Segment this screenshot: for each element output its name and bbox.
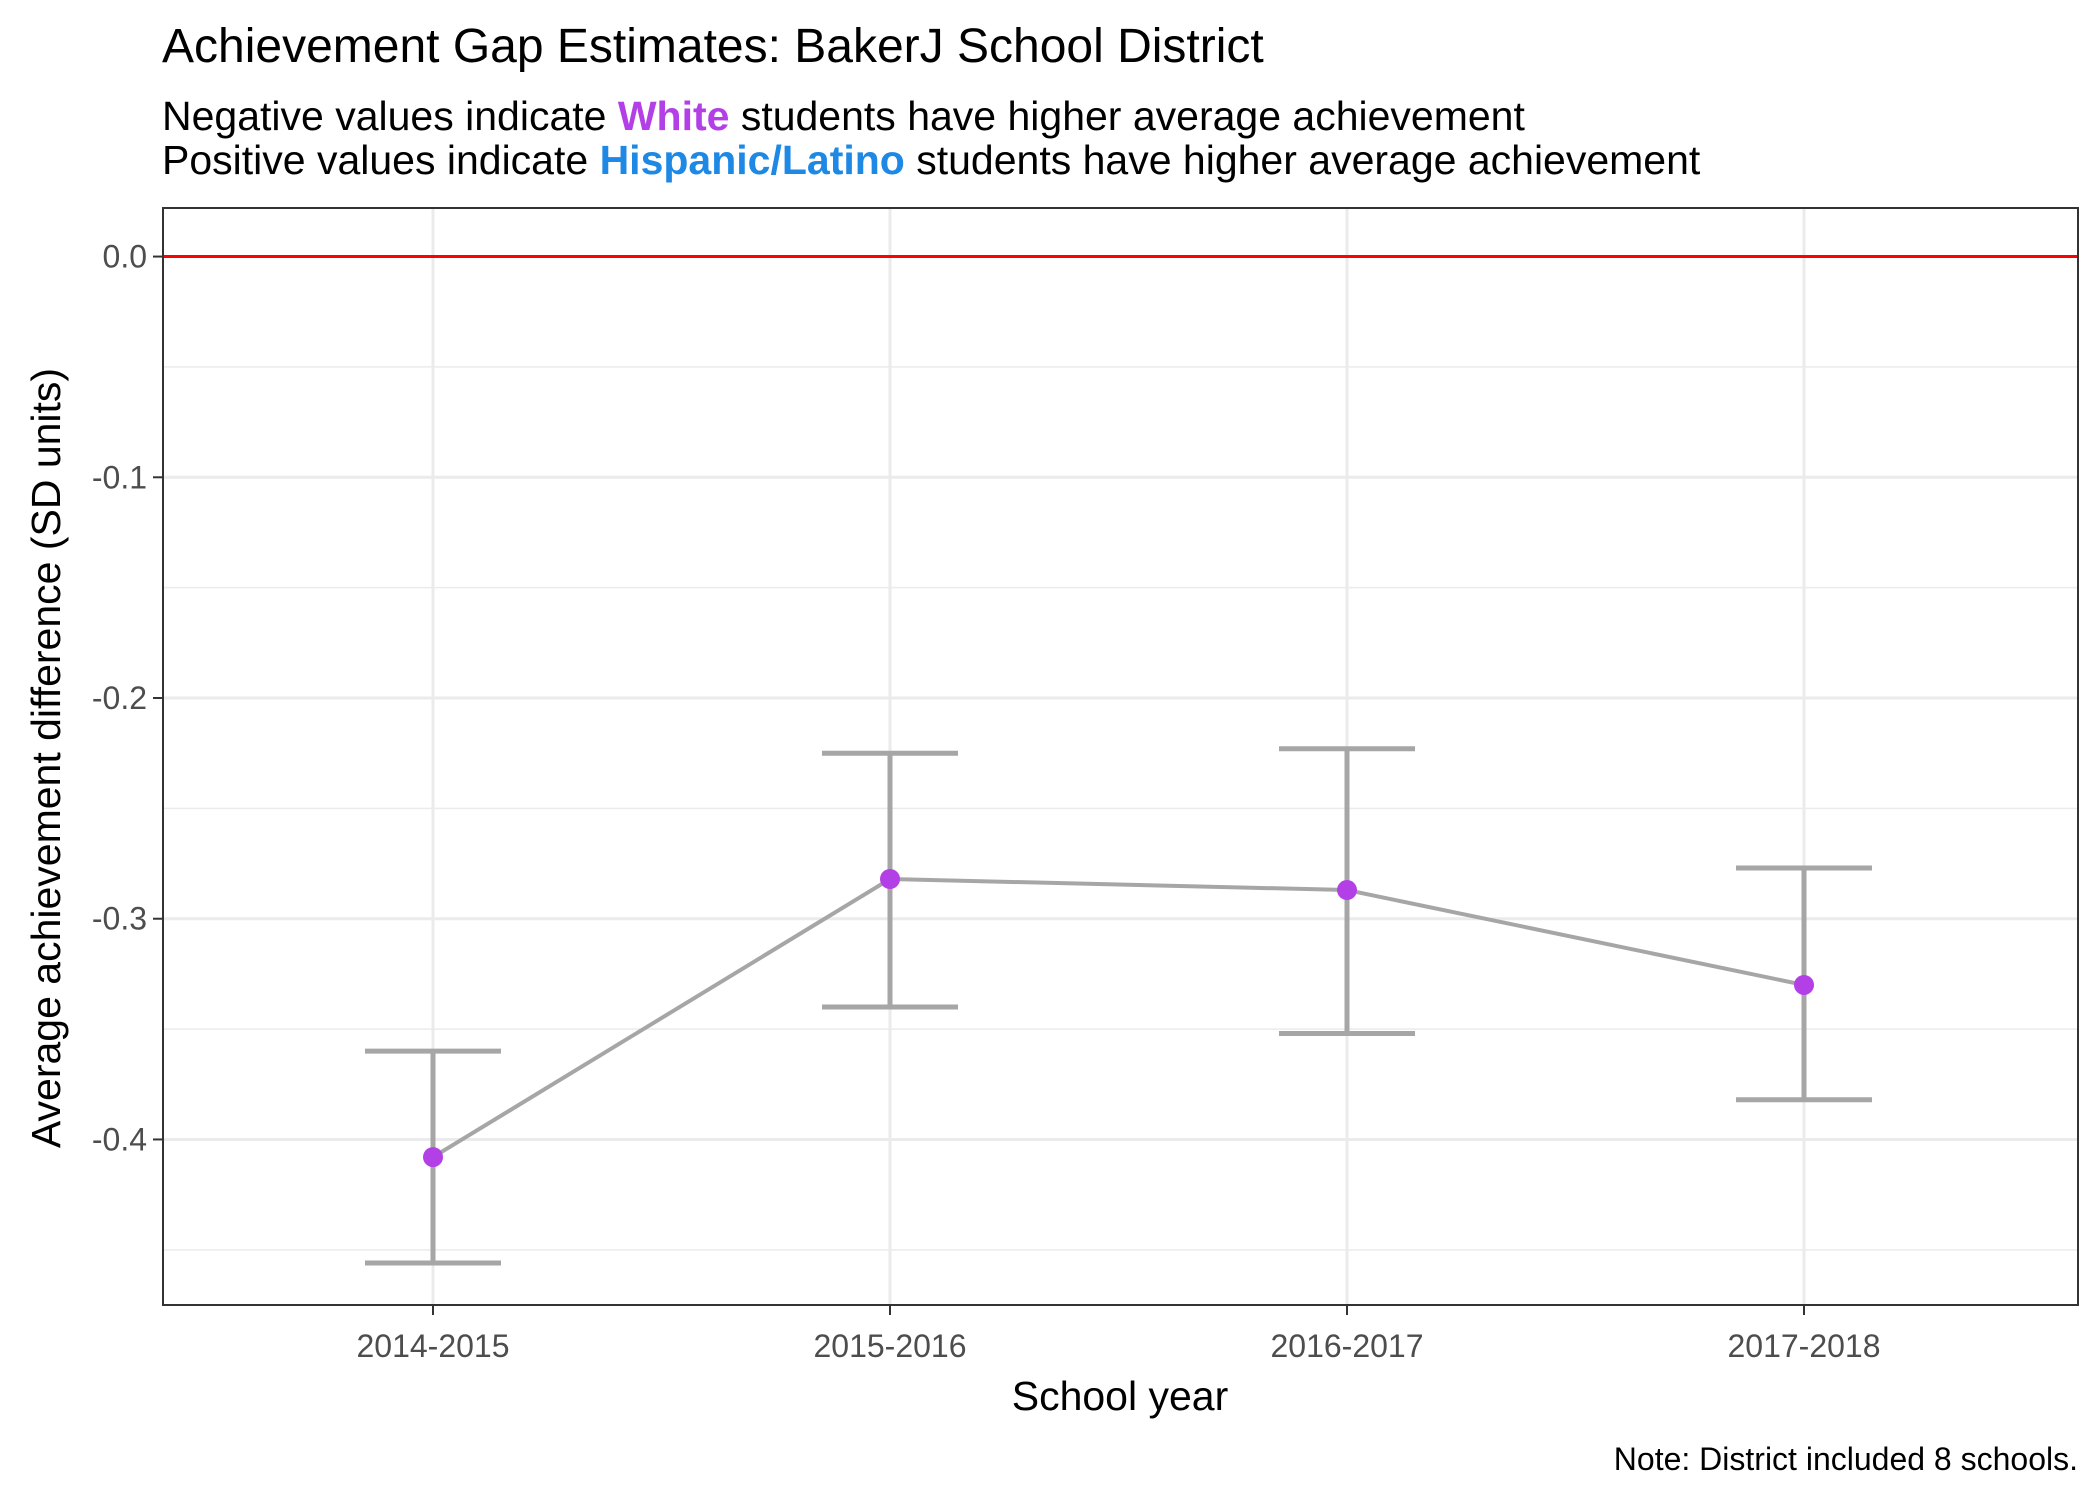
data-point [880,869,900,890]
y-tick-label: -0.2 [92,680,147,716]
subtitle-1-pre: Negative values indicate [162,93,618,139]
data-point [423,1147,443,1168]
plot-panel [163,208,2078,1305]
y-tick-label: -0.4 [92,1121,147,1157]
chart-title: Achievement Gap Estimates: BakerJ School… [162,20,1264,73]
points [423,869,1814,1168]
y-tick-label: 0.0 [103,239,147,275]
subtitle-line-2: Positive values indicate Hispanic/Latino… [162,137,1701,183]
y-axis-title: Average achievement difference (SD units… [23,368,69,1148]
plot-border [162,207,2079,1306]
x-tick-label: 2017-2018 [1727,1328,1880,1364]
x-axis: 2014-2015 2015-2016 2016-2017 2017-2018 [356,1305,1881,1364]
subtitle-2-pre: Positive values indicate [162,137,600,183]
data-point [1337,880,1357,901]
series-line-group [431,876,1805,1159]
data-point [1794,974,1814,995]
series-line [431,876,1805,1159]
subtitle-line-1: Negative values indicate White students … [162,93,1525,139]
subtitle-1-highlight: White [618,93,730,139]
x-tick-label: 2014-2015 [356,1328,509,1364]
x-axis-title: School year [1012,1373,1229,1419]
subtitle-1-post: students have higher average achievement [729,93,1525,139]
subtitle-2-highlight: Hispanic/Latino [600,137,905,183]
caption-note: Note: District included 8 schools. [1614,1441,2078,1477]
y-tick-label: -0.3 [92,901,147,937]
y-axis: 0.0 -0.1 -0.2 -0.3 -0.4 [92,239,163,1157]
x-tick-label: 2015-2016 [813,1328,966,1364]
subtitle-2-post: students have higher average achievement [905,137,1701,183]
y-tick-label: -0.1 [92,459,147,495]
x-tick-label: 2016-2017 [1270,1328,1423,1364]
